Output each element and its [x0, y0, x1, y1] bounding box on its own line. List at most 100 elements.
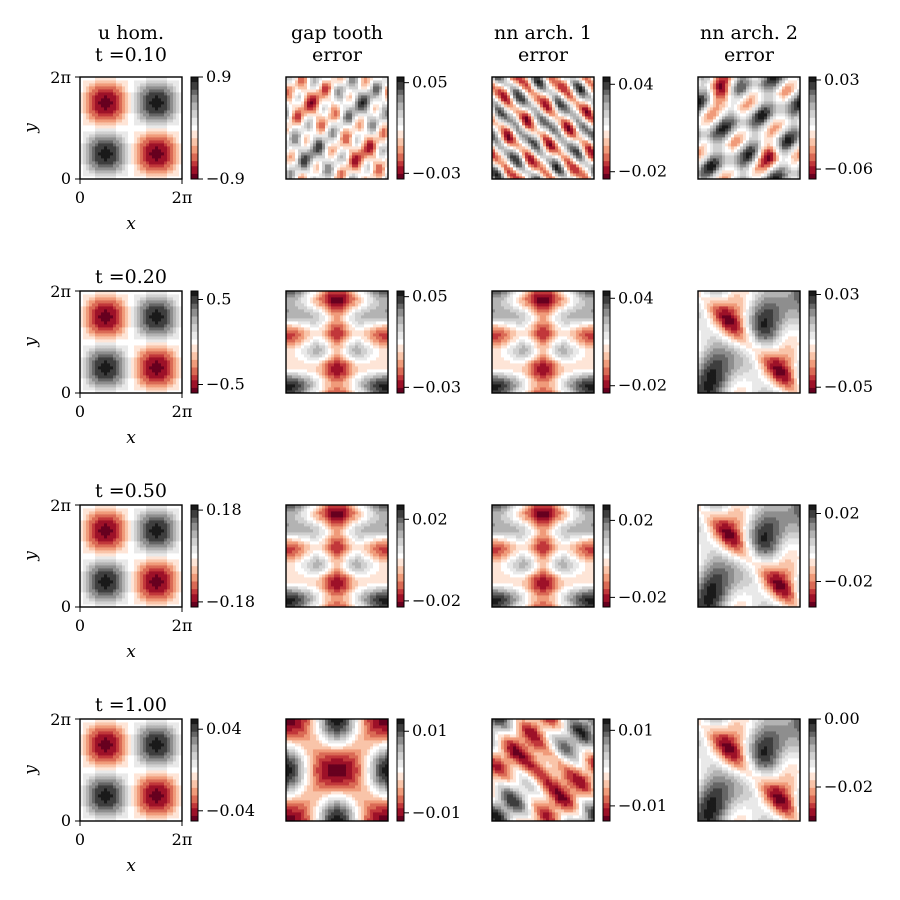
heatmap-cell: [89, 95, 92, 98]
heatmap-cell: [295, 101, 298, 104]
heatmap-cell: [167, 110, 170, 113]
heatmap-cell: [522, 158, 525, 161]
heatmap-cell: [513, 143, 516, 146]
heatmap-cell: [543, 131, 546, 134]
colorbar-segment: [603, 143, 610, 146]
heatmap-cell: [301, 164, 304, 167]
heatmap-cell: [537, 95, 540, 98]
heatmap-cell: [507, 83, 510, 86]
heatmap-cell: [513, 89, 516, 92]
heatmap-cell: [334, 161, 337, 164]
heatmap-cell: [773, 131, 776, 134]
heatmap-cell: [722, 152, 725, 155]
heatmap-cell: [295, 104, 298, 107]
heatmap-cell: [370, 161, 373, 164]
colorbar-segment: [191, 110, 198, 113]
heatmap-cell: [743, 107, 746, 110]
heatmap-cell: [749, 86, 752, 89]
heatmap-cell: [785, 122, 788, 125]
heatmap-cell: [495, 140, 498, 143]
heatmap-cell: [289, 119, 292, 122]
heatmap-cell: [743, 164, 746, 167]
heatmap-cell: [334, 128, 337, 131]
heatmap-cell: [555, 137, 558, 140]
heatmap-cell: [137, 110, 140, 113]
heatmap-cell: [119, 98, 122, 101]
heatmap-cell: [343, 137, 346, 140]
heatmap-cell: [176, 119, 179, 122]
heatmap-cell: [758, 137, 761, 140]
heatmap-cell: [316, 161, 319, 164]
heatmap-cell: [382, 161, 385, 164]
heatmap-cell: [89, 161, 92, 164]
heatmap-cell: [522, 119, 525, 122]
heatmap-cell: [582, 128, 585, 131]
heatmap-cell: [794, 122, 797, 125]
heatmap-cell: [295, 98, 298, 101]
heatmap-cell: [555, 149, 558, 152]
heatmap-cell: [537, 86, 540, 89]
heatmap-cell: [528, 95, 531, 98]
heatmap-cell: [173, 80, 176, 83]
heatmap-cell: [737, 128, 740, 131]
heatmap-cell: [322, 125, 325, 128]
heatmap-cell: [564, 101, 567, 104]
heatmap-cell: [770, 134, 773, 137]
heatmap-cell: [361, 140, 364, 143]
heatmap-cell: [352, 143, 355, 146]
heatmap-cell: [558, 152, 561, 155]
heatmap-cell: [749, 83, 752, 86]
heatmap-cell: [146, 131, 149, 134]
heatmap-cell: [713, 164, 716, 167]
heatmap-cell: [725, 125, 728, 128]
colorbar-segment: [191, 161, 198, 164]
heatmap-cell: [352, 158, 355, 161]
heatmap-cell: [361, 122, 364, 125]
heatmap-cell: [764, 83, 767, 86]
heatmap-cell: [134, 152, 137, 155]
heatmap-cell: [379, 161, 382, 164]
heatmap-cell: [764, 128, 767, 131]
heatmap-cell: [543, 107, 546, 110]
heatmap-cell: [170, 89, 173, 92]
heatmap-cell: [546, 131, 549, 134]
heatmap-cell: [355, 104, 358, 107]
heatmap-cell: [564, 125, 567, 128]
heatmap-cell: [89, 140, 92, 143]
heatmap-cell: [373, 104, 376, 107]
heatmap-cell: [113, 161, 116, 164]
heatmap-cell: [782, 83, 785, 86]
heatmap-cell: [316, 149, 319, 152]
heatmap-cell: [501, 170, 504, 173]
heatmap-cell: [752, 86, 755, 89]
heatmap-cell: [558, 113, 561, 116]
heatmap-cell: [113, 110, 116, 113]
heatmap-cell: [755, 140, 758, 143]
heatmap-cell: [740, 116, 743, 119]
heatmap-cell: [161, 134, 164, 137]
heatmap-cell: [761, 89, 764, 92]
heatmap-cell: [322, 161, 325, 164]
heatmap-cell: [382, 173, 385, 176]
heatmap-cell: [752, 161, 755, 164]
heatmap-cell: [725, 161, 728, 164]
heatmap-cell: [128, 86, 131, 89]
heatmap-cell: [110, 158, 113, 161]
heatmap-cell: [585, 83, 588, 86]
column-header-1-line-2: t =0.10: [95, 44, 167, 66]
heatmap-cell: [519, 152, 522, 155]
heatmap-cell: [334, 113, 337, 116]
heatmap-cell: [325, 83, 328, 86]
heatmap-cell: [758, 173, 761, 176]
heatmap-cell: [367, 98, 370, 101]
heatmap-cell: [101, 119, 104, 122]
heatmap-cell: [761, 122, 764, 125]
heatmap-cell: [164, 89, 167, 92]
heatmap-cell: [134, 86, 137, 89]
heatmap-cell: [104, 98, 107, 101]
heatmap-cell: [119, 125, 122, 128]
heatmap-cell: [358, 80, 361, 83]
heatmap-cell: [767, 167, 770, 170]
heatmap-cell: [549, 80, 552, 83]
heatmap-cell: [704, 146, 707, 149]
